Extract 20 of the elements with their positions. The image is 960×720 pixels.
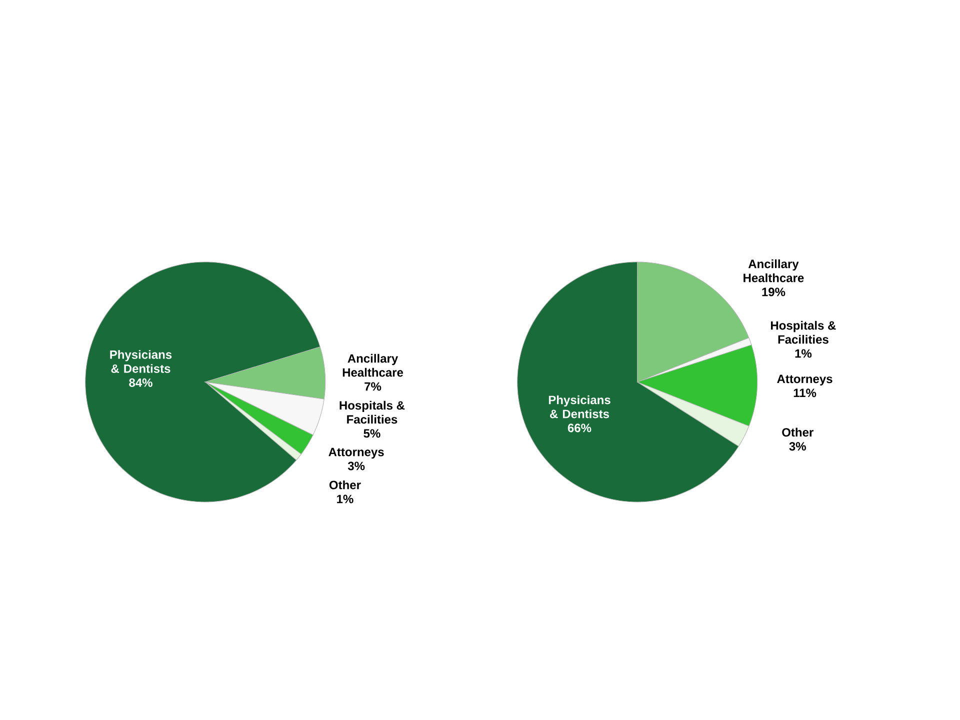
slice-label: Physicians & Dentists xyxy=(548,395,610,418)
slice-label: Attorneys xyxy=(777,374,832,386)
slice-label: Attorneys xyxy=(328,448,384,459)
data-label: 19% xyxy=(762,288,786,296)
slice-label: Ancillary Healthcare xyxy=(744,259,804,282)
data-label: 5% xyxy=(364,429,380,438)
slice-label: Ancillary Healthcare xyxy=(342,354,404,377)
slice-label: Other xyxy=(782,428,814,437)
data-label: 3% xyxy=(789,442,806,451)
data-label: 84% xyxy=(129,378,152,387)
data-label: 7% xyxy=(364,382,382,391)
data-label: 1% xyxy=(795,349,812,358)
slice-label: Hospitals & Facilities xyxy=(340,400,405,424)
slice-label: Hospitals & Facilities xyxy=(771,320,836,344)
data-label: 3% xyxy=(348,462,365,470)
slice-label: Other xyxy=(329,480,361,490)
data-label: 1% xyxy=(337,494,354,504)
slice-label: Physicians & Dentists xyxy=(110,350,172,373)
data-label: 66% xyxy=(568,424,592,432)
data-label: 11% xyxy=(794,388,816,398)
